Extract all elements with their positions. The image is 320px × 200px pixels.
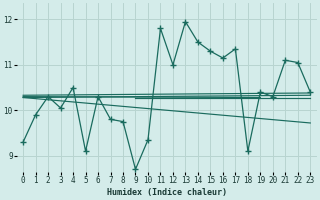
X-axis label: Humidex (Indice chaleur): Humidex (Indice chaleur) (107, 188, 227, 197)
